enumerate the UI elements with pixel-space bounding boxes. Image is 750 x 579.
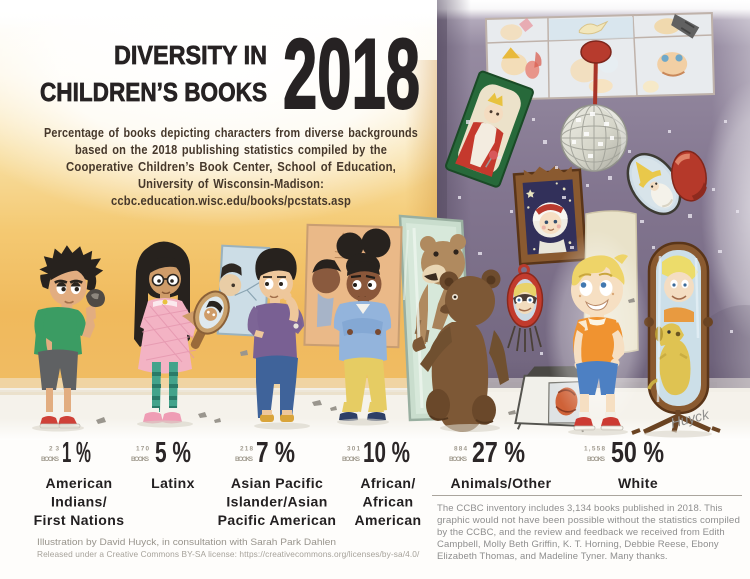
svg-text:American: American — [354, 512, 421, 528]
svg-text:The CCBC inventory includes 3,: The CCBC inventory includes 3,134 books … — [437, 503, 723, 514]
svg-text:CHILDREN’S BOOKS: CHILDREN’S BOOKS — [40, 79, 267, 107]
svg-text:based on the 2018 publishing s: based on the 2018 publishing statistics … — [75, 142, 387, 157]
svg-text:7 %: 7 % — [256, 437, 295, 469]
svg-text:Asian Pacific: Asian Pacific — [231, 475, 323, 491]
svg-text:Islander/Asian: Islander/Asian — [226, 494, 327, 510]
svg-text:African/: African/ — [360, 475, 415, 491]
svg-text:BOOKS: BOOKS — [235, 456, 254, 463]
svg-text:Indians/: Indians/ — [51, 494, 107, 510]
svg-text:BOOKS: BOOKS — [449, 456, 468, 463]
svg-text:10 %: 10 % — [363, 437, 410, 469]
svg-text:1 %: 1 % — [62, 437, 91, 469]
svg-text:1,558: 1,558 — [584, 446, 605, 453]
svg-text:Cooperative Children’s Book Ce: Cooperative Children’s Book Center, Scho… — [66, 159, 396, 174]
svg-text:African: African — [362, 494, 413, 510]
svg-text:graphic would not have been po: graphic would not have been possible wit… — [437, 515, 740, 526]
svg-text:884: 884 — [454, 446, 467, 453]
svg-text:27 %: 27 % — [472, 437, 525, 469]
svg-text:Released under a Creative Comm: Released under a Creative Commons BY-SA … — [37, 549, 420, 559]
svg-text:Campbell, Molly Beth Griffin,: Campbell, Molly Beth Griffin, K. T. Horn… — [437, 539, 719, 550]
svg-text:Latinx: Latinx — [151, 475, 195, 491]
svg-text:Illustration by David Huyck, i: Illustration by David Huyck, in consulta… — [37, 537, 336, 548]
svg-text:170: 170 — [136, 446, 149, 453]
svg-text:5 %: 5 % — [155, 437, 191, 469]
svg-text:218: 218 — [240, 446, 253, 453]
svg-text:White: White — [618, 475, 658, 491]
svg-text:ccbc.education.wisc.edu/books/: ccbc.education.wisc.edu/books/pcstats.as… — [111, 193, 351, 208]
svg-text:DIVERSITY IN: DIVERSITY IN — [114, 42, 267, 70]
svg-text:Animals/Other: Animals/Other — [451, 475, 552, 491]
svg-text:American: American — [45, 475, 112, 491]
svg-text:by the CCBC, and the review an: by the CCBC, and the review and feedback… — [437, 527, 725, 538]
svg-text:2018: 2018 — [283, 18, 420, 129]
svg-text:University of Wisconsin-Madiso: University of Wisconsin-Madison: — [138, 176, 324, 191]
svg-text:First Nations: First Nations — [34, 512, 125, 528]
svg-text:Percentage of books depicting: Percentage of books depicting characters… — [44, 125, 418, 140]
svg-text:BOOKS: BOOKS — [131, 456, 150, 463]
svg-text:Elizabeth Thomas, and Madeline: Elizabeth Thomas, and Madeline Tyner. Ma… — [437, 551, 668, 562]
svg-text:301: 301 — [347, 446, 360, 453]
svg-text:BOOKS: BOOKS — [41, 456, 60, 463]
svg-text:BOOKS: BOOKS — [587, 456, 606, 463]
svg-text:50 %: 50 % — [611, 437, 664, 469]
svg-text:BOOKS: BOOKS — [342, 456, 361, 463]
svg-text:Pacific American: Pacific American — [218, 512, 337, 528]
